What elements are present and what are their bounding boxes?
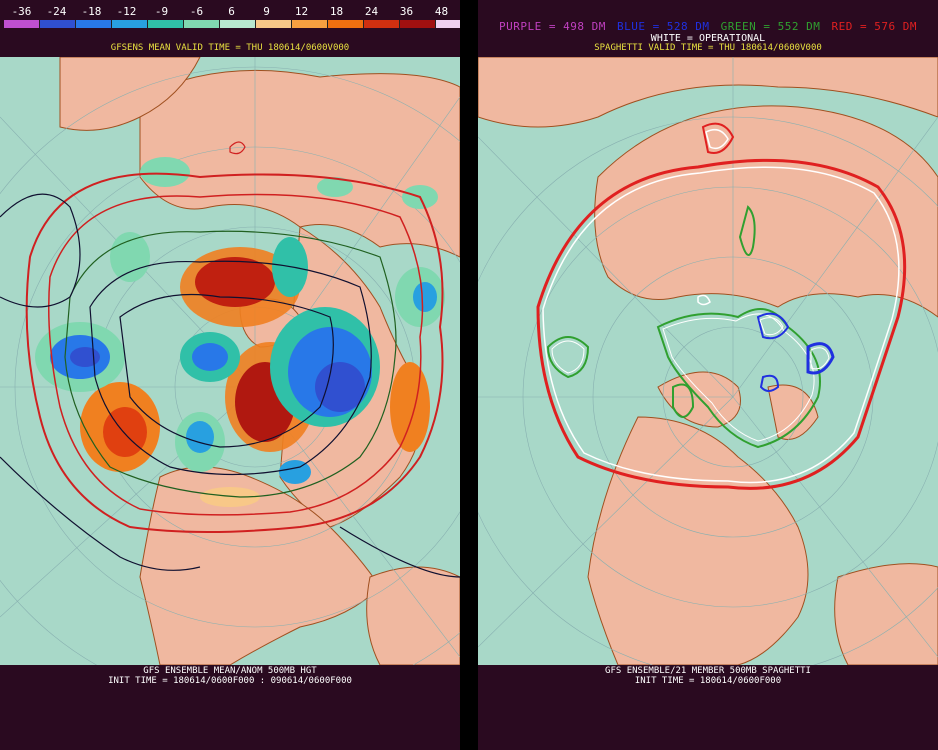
colorbar-tick-label: 18 xyxy=(329,5,344,18)
spaghetti-contours xyxy=(536,122,907,490)
colorbar-tick-label: -24 xyxy=(46,5,67,18)
right-map xyxy=(478,57,938,665)
colorbar-ticks: -36 -24 -18 -12 -9 -6 6 9 12 18 24 36 48 xyxy=(0,5,460,19)
colorbar-tick-label: 9 xyxy=(263,5,270,18)
left-title: GFSENS MEAN VALID TIME = THU 180614/0600… xyxy=(110,43,350,53)
colorbar-swatch xyxy=(328,20,364,28)
colorbar-tick-label: -9 xyxy=(154,5,169,18)
right-footer-line1: GFS ENSEMBLE/21 MEMBER 500MB SPAGHETTI xyxy=(605,666,811,676)
legend-green: GREEN = 552 DM xyxy=(720,20,821,33)
left-footer-line2: INIT TIME = 180614/0600F000 : 090614/060… xyxy=(108,676,352,686)
left-panel: -36 -24 -18 -12 -9 -6 6 9 12 18 24 36 48 GFSENS MEAN… xyxy=(0,0,472,750)
right-panel: PURPLE = 498 DM BLUE = 528 DM GREEN = 55… xyxy=(478,0,938,750)
colorbar-tick-label: -12 xyxy=(116,5,137,18)
colorbar-swatch xyxy=(4,20,40,28)
colorbar-tick-label: 24 xyxy=(364,5,379,18)
colorbar-tick-label: -6 xyxy=(189,5,204,18)
colorbar-swatch xyxy=(40,20,76,28)
spaghetti-map-graphic xyxy=(478,57,938,665)
anomaly-map-graphic xyxy=(0,57,460,665)
colorbar-swatch xyxy=(400,20,436,28)
legend-white: WHITE = OPERATIONAL xyxy=(650,33,766,44)
colorbar xyxy=(4,20,472,28)
colorbar-swatch xyxy=(220,20,256,28)
colorbar-swatch xyxy=(148,20,184,28)
colorbar-tick-label: 48 xyxy=(434,5,449,18)
left-footer-line1: GFS ENSEMBLE MEAN/ANOM 500MB HGT xyxy=(143,666,317,676)
colorbar-swatch xyxy=(76,20,112,28)
right-footer-line2: INIT TIME = 180614/0600F000 xyxy=(634,676,782,686)
legend-red: RED = 576 DM xyxy=(831,20,917,33)
colorbar-tick-label: 6 xyxy=(228,5,235,18)
colorbar-tick-label: 12 xyxy=(294,5,309,18)
contour-legend: PURPLE = 498 DM BLUE = 528 DM GREEN = 55… xyxy=(478,20,938,33)
colorbar-swatch xyxy=(112,20,148,28)
colorbar-tick-label: 36 xyxy=(399,5,414,18)
colorbar-swatch xyxy=(256,20,292,28)
legend-blue: BLUE = 528 DM xyxy=(616,20,710,33)
legend-purple: PURPLE = 498 DM xyxy=(498,20,606,33)
colorbar-tick-label: -18 xyxy=(81,5,102,18)
height-contours xyxy=(0,141,460,578)
colorbar-tick-label: -36 xyxy=(11,5,32,18)
right-title: SPAGHETTI VALID TIME = THU 180614/0600V0… xyxy=(594,43,822,53)
panel-divider xyxy=(460,0,478,750)
graticule xyxy=(478,57,938,665)
left-map xyxy=(0,57,460,665)
anomaly-fills xyxy=(35,157,445,507)
colorbar-swatch xyxy=(364,20,400,28)
colorbar-swatch xyxy=(292,20,328,28)
colorbar-swatch xyxy=(184,20,220,28)
